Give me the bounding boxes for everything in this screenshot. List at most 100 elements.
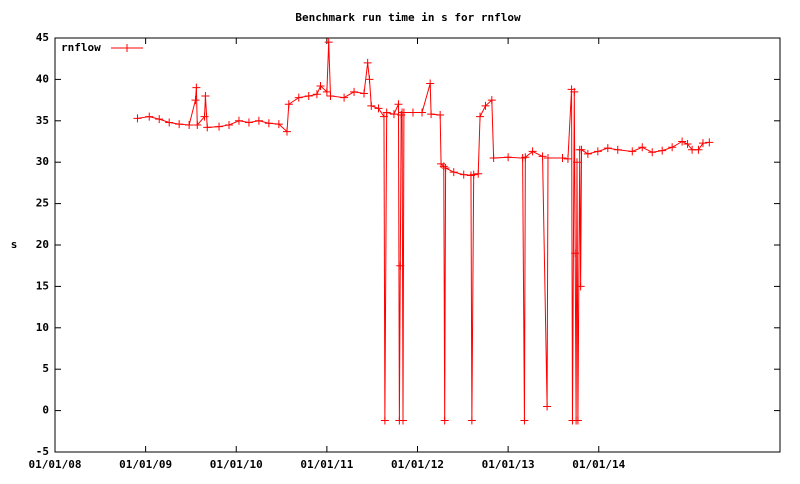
chart-title: Benchmark run time in s for rnflow — [295, 11, 521, 24]
point-marker — [283, 127, 291, 136]
point-marker — [322, 87, 331, 96]
point-marker — [396, 261, 405, 270]
point-marker — [459, 170, 468, 179]
point-marker — [244, 118, 253, 127]
point-marker — [487, 96, 496, 105]
point-marker — [203, 123, 212, 132]
x-tick-label: 01/01/11 — [300, 458, 353, 471]
point-marker — [570, 87, 579, 96]
point-marker — [399, 416, 407, 425]
point-marker — [440, 416, 449, 425]
point-marker — [399, 108, 408, 117]
y-tick-label: 10 — [36, 321, 49, 334]
point-marker — [418, 108, 427, 117]
x-tick-label: 01/01/10 — [210, 458, 263, 471]
point-marker — [264, 119, 273, 128]
point-marker — [193, 120, 202, 129]
point-marker — [360, 89, 369, 98]
point-marker — [363, 58, 372, 67]
point-marker — [476, 112, 485, 121]
point-marker — [324, 38, 333, 47]
point-marker — [683, 139, 692, 148]
y-tick-label: 30 — [36, 155, 49, 168]
point-marker — [469, 170, 478, 179]
point-marker — [379, 112, 388, 121]
series-line — [137, 42, 710, 421]
point-marker — [538, 152, 547, 161]
point-marker — [571, 249, 580, 258]
point-marker — [544, 154, 552, 163]
point-marker — [638, 143, 647, 152]
point-marker — [705, 138, 714, 147]
y-tick-label: 25 — [36, 197, 49, 210]
point-marker — [145, 112, 154, 121]
point-marker — [678, 137, 687, 146]
point-marker — [165, 118, 174, 127]
point-marker — [573, 158, 581, 167]
point-marker — [658, 146, 667, 155]
point-marker — [694, 145, 703, 154]
point-marker — [613, 145, 622, 154]
x-tick-label: 01/01/14 — [572, 458, 625, 471]
y-tick-label: 20 — [36, 238, 49, 251]
point-marker — [628, 147, 637, 156]
point-marker — [427, 110, 436, 119]
point-marker — [192, 83, 201, 92]
point-marker — [234, 116, 243, 125]
point-marker — [436, 111, 445, 120]
y-axis-label: s — [11, 238, 18, 251]
point-marker — [439, 162, 448, 171]
point-marker — [340, 93, 349, 102]
legend-swatch — [111, 44, 143, 52]
point-marker — [185, 120, 194, 129]
point-marker — [593, 147, 602, 156]
point-marker — [576, 282, 585, 291]
y-tick-label: 45 — [36, 31, 49, 44]
point-marker — [408, 108, 417, 117]
point-marker — [467, 416, 476, 425]
point-marker — [394, 100, 403, 109]
point-marker — [474, 169, 483, 178]
point-marker — [481, 101, 490, 110]
point-marker — [521, 153, 530, 162]
point-marker — [316, 82, 325, 91]
x-tick-label: 01/01/08 — [29, 458, 82, 471]
point-marker — [284, 100, 293, 109]
point-marker — [155, 115, 164, 124]
point-marker — [326, 91, 335, 100]
y-tick-label: 35 — [36, 114, 49, 127]
point-marker — [294, 93, 303, 102]
point-marker — [312, 90, 321, 99]
point-marker — [603, 144, 612, 153]
point-marker — [648, 148, 657, 157]
point-marker — [215, 122, 224, 131]
plot-border — [54, 37, 781, 453]
y-tick-label: 5 — [42, 362, 49, 375]
y-tick-label: -5 — [36, 445, 49, 458]
point-marker — [175, 120, 184, 129]
point-marker — [225, 120, 233, 129]
point-marker — [520, 416, 529, 425]
point-marker — [528, 147, 537, 156]
y-tick-label: 40 — [36, 72, 49, 85]
point-marker — [577, 145, 586, 154]
y-tick-label: 15 — [36, 279, 49, 292]
point-marker — [389, 110, 398, 119]
point-marker — [504, 153, 513, 162]
point-marker — [563, 154, 572, 163]
legend-label: rnflow — [61, 41, 101, 54]
x-tick-label: 01/01/13 — [482, 458, 535, 471]
point-marker — [304, 91, 313, 100]
x-tick-label: 01/01/09 — [119, 458, 172, 471]
point-marker — [365, 75, 374, 84]
x-tick-label: 01/01/12 — [391, 458, 444, 471]
y-tick-label: 0 — [42, 404, 49, 417]
point-marker — [558, 154, 567, 163]
point-marker — [426, 79, 435, 88]
point-marker — [489, 154, 498, 163]
point-marker — [274, 120, 283, 129]
point-marker — [201, 91, 210, 100]
point-marker — [254, 116, 263, 125]
point-marker — [374, 104, 383, 113]
